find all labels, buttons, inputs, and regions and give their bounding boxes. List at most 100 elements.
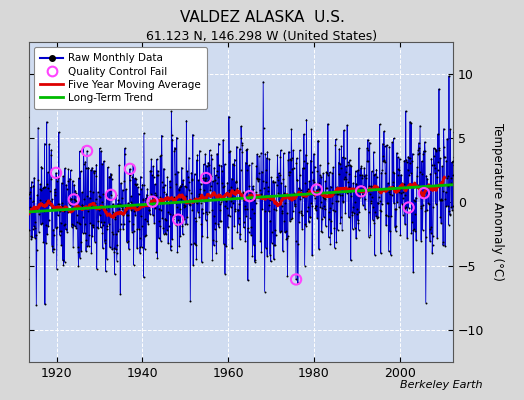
- Point: [355, 209, 364, 215]
- Point: [275, 197, 283, 204]
- Point: [26, 184, 35, 190]
- Point: [137, 186, 146, 192]
- Point: [243, 146, 252, 152]
- Point: [425, 226, 434, 232]
- Point: [110, 249, 118, 255]
- Point: [168, 132, 176, 138]
- Point: [292, 276, 300, 283]
- Point: [78, 201, 86, 208]
- Point: [61, 220, 70, 227]
- Point: [368, 168, 376, 175]
- Point: [170, 144, 179, 151]
- Point: [90, 168, 99, 174]
- Point: [363, 158, 371, 164]
- Point: [362, 175, 370, 182]
- Point: [162, 193, 171, 200]
- Point: [239, 219, 248, 226]
- Point: [391, 224, 399, 230]
- Point: [348, 212, 356, 218]
- Point: [403, 166, 412, 173]
- Point: [430, 145, 438, 151]
- Point: [366, 191, 374, 198]
- Point: [77, 248, 85, 254]
- Point: [174, 186, 183, 192]
- Point: [151, 181, 159, 187]
- Point: [348, 203, 357, 210]
- Point: [447, 175, 455, 181]
- Point: [185, 179, 193, 185]
- Point: [332, 136, 340, 143]
- Point: [390, 170, 398, 176]
- Point: [298, 226, 307, 232]
- Point: [401, 221, 409, 227]
- Point: [400, 157, 409, 164]
- Point: [266, 196, 274, 203]
- Point: [216, 201, 224, 207]
- Point: [392, 222, 400, 229]
- Point: [381, 170, 389, 176]
- Point: [360, 165, 368, 171]
- Point: [71, 223, 79, 230]
- Point: [65, 196, 73, 202]
- Point: [143, 186, 151, 192]
- Point: [80, 196, 89, 203]
- Point: [278, 210, 286, 216]
- Point: [292, 160, 301, 166]
- Point: [75, 220, 83, 226]
- Point: [394, 154, 402, 160]
- Point: [121, 151, 129, 158]
- Point: [129, 162, 137, 168]
- Point: [66, 202, 74, 208]
- Point: [258, 206, 267, 212]
- Point: [296, 147, 304, 154]
- Point: [118, 187, 127, 193]
- Point: [116, 226, 124, 232]
- Point: [152, 192, 160, 198]
- Point: [29, 182, 38, 189]
- Point: [312, 202, 321, 209]
- Point: [54, 175, 62, 181]
- Point: [200, 187, 208, 194]
- Point: [277, 180, 286, 186]
- Point: [170, 148, 178, 154]
- Point: [21, 206, 29, 212]
- Point: [270, 256, 278, 263]
- Point: [50, 246, 58, 252]
- Point: [230, 162, 238, 168]
- Point: [252, 188, 260, 195]
- Point: [111, 271, 119, 277]
- Point: [387, 252, 395, 258]
- Point: [95, 145, 104, 152]
- Point: [224, 212, 232, 218]
- Point: [387, 213, 396, 220]
- Point: [177, 198, 185, 204]
- Point: [376, 207, 385, 213]
- Point: [179, 177, 188, 183]
- Point: [359, 185, 368, 192]
- Point: [394, 165, 402, 172]
- Point: [18, 220, 26, 226]
- Point: [309, 176, 318, 183]
- Point: [118, 205, 127, 212]
- Point: [330, 190, 338, 197]
- Point: [427, 224, 435, 230]
- Point: [234, 221, 243, 227]
- Point: [181, 203, 189, 210]
- Point: [316, 162, 324, 168]
- Point: [173, 204, 181, 210]
- Point: [395, 189, 403, 195]
- Point: [106, 244, 114, 250]
- Point: [406, 118, 414, 125]
- Point: [403, 235, 411, 241]
- Point: [24, 114, 32, 120]
- Point: [237, 140, 246, 146]
- Point: [335, 146, 343, 152]
- Point: [212, 250, 221, 256]
- Point: [238, 188, 247, 195]
- Point: [220, 182, 228, 189]
- Point: [257, 190, 265, 197]
- Point: [95, 192, 103, 199]
- Point: [158, 132, 166, 139]
- Point: [350, 188, 358, 194]
- Point: [88, 222, 96, 228]
